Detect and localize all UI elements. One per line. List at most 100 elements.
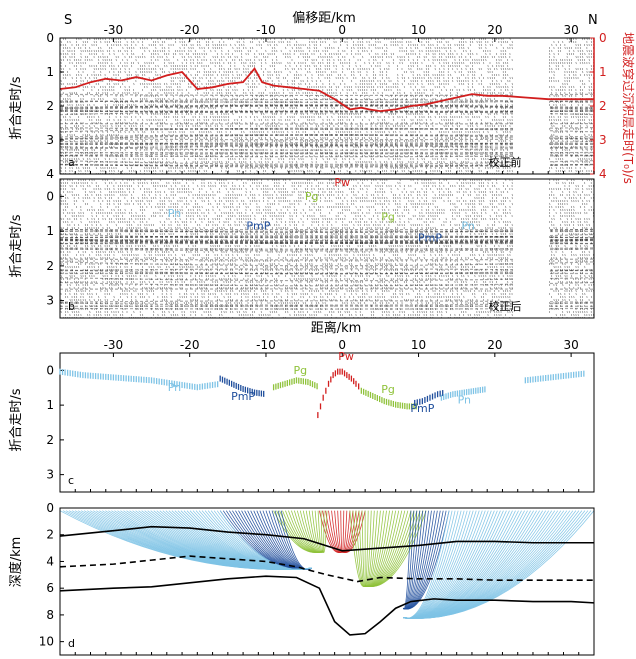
trace (463, 38, 465, 174)
trace (335, 181, 337, 318)
ylabel-panel-d: 深度/km (8, 537, 24, 588)
trace (505, 179, 507, 316)
trace (397, 40, 399, 173)
trace (454, 184, 456, 318)
trace (254, 38, 256, 174)
trace (443, 38, 445, 174)
trace (71, 179, 73, 318)
trace (384, 38, 386, 174)
reflection-band (60, 164, 594, 167)
trace (456, 181, 458, 318)
trace (124, 181, 126, 311)
reflection-band (60, 109, 594, 114)
trace (373, 179, 375, 318)
ray (219, 510, 312, 570)
trace (179, 181, 181, 311)
trace (214, 43, 216, 174)
trace (417, 179, 419, 318)
trace (434, 181, 436, 311)
reflection-band (60, 233, 594, 239)
trace (227, 181, 230, 318)
trace (291, 38, 293, 172)
trace (199, 187, 201, 311)
trace (219, 179, 221, 318)
x-tick-label: 30 (563, 23, 578, 37)
trace (474, 38, 476, 174)
trace (205, 40, 208, 174)
trace (225, 179, 227, 318)
trace (170, 38, 173, 173)
trace (128, 46, 131, 174)
trace (223, 179, 225, 318)
trace (135, 38, 137, 173)
trace (267, 38, 269, 174)
x-tick-label: 0 (338, 23, 346, 37)
trace (278, 40, 280, 164)
trace (164, 184, 166, 317)
seismic-traces (60, 38, 594, 174)
trace (318, 38, 320, 174)
trace (282, 40, 285, 164)
trace (478, 179, 481, 317)
trace (230, 187, 232, 313)
trace (584, 38, 586, 170)
mid-axis-title: 距离/km (311, 320, 362, 336)
trace (62, 179, 65, 318)
trace (566, 38, 568, 170)
trace (60, 179, 62, 314)
trace (436, 187, 439, 317)
trace (566, 179, 568, 318)
trace (366, 179, 368, 318)
trace (425, 179, 428, 318)
trace (69, 179, 71, 318)
trace (375, 179, 377, 318)
trace (230, 38, 232, 161)
trace (78, 179, 80, 317)
trace (439, 40, 441, 173)
phase-label: Pg (305, 190, 319, 203)
trace (67, 40, 69, 164)
trace (498, 38, 500, 174)
trace (337, 46, 340, 173)
ray (403, 510, 450, 610)
trace (142, 181, 144, 318)
trace (194, 38, 197, 174)
trace (263, 38, 265, 174)
trace (357, 38, 359, 174)
trace (588, 38, 590, 174)
trace (126, 40, 129, 174)
trace (73, 46, 76, 174)
ylabel-right-panel-a: 地震波穿过沉积层走时(T₀)/s (621, 32, 636, 184)
trace (379, 179, 381, 318)
trace (199, 38, 201, 173)
trace (443, 179, 445, 307)
trace (197, 41, 199, 173)
trace (355, 43, 357, 172)
trace (511, 179, 513, 317)
trace (401, 190, 403, 314)
x-tick-label: -30 (104, 338, 124, 352)
trace (377, 181, 379, 311)
trace (344, 40, 346, 174)
trace (100, 38, 102, 174)
trace (432, 181, 434, 318)
trace (115, 38, 118, 170)
trace (139, 38, 142, 174)
trace (582, 38, 584, 174)
trace (113, 179, 115, 317)
trace (313, 179, 315, 318)
trace (412, 179, 415, 318)
trace (146, 38, 148, 173)
trace (309, 179, 311, 318)
trace (575, 38, 577, 174)
y-tick-label: 3 (46, 468, 54, 482)
y-tick-label: 2 (46, 99, 54, 113)
ylabel-panel-c: 折合走时/s (9, 388, 24, 451)
panel-note: 校正后 (489, 299, 522, 313)
reflection-band (60, 258, 594, 261)
trace (549, 179, 551, 314)
trace (188, 40, 190, 174)
trace (100, 187, 102, 318)
trace (274, 179, 276, 314)
trace (368, 184, 371, 302)
